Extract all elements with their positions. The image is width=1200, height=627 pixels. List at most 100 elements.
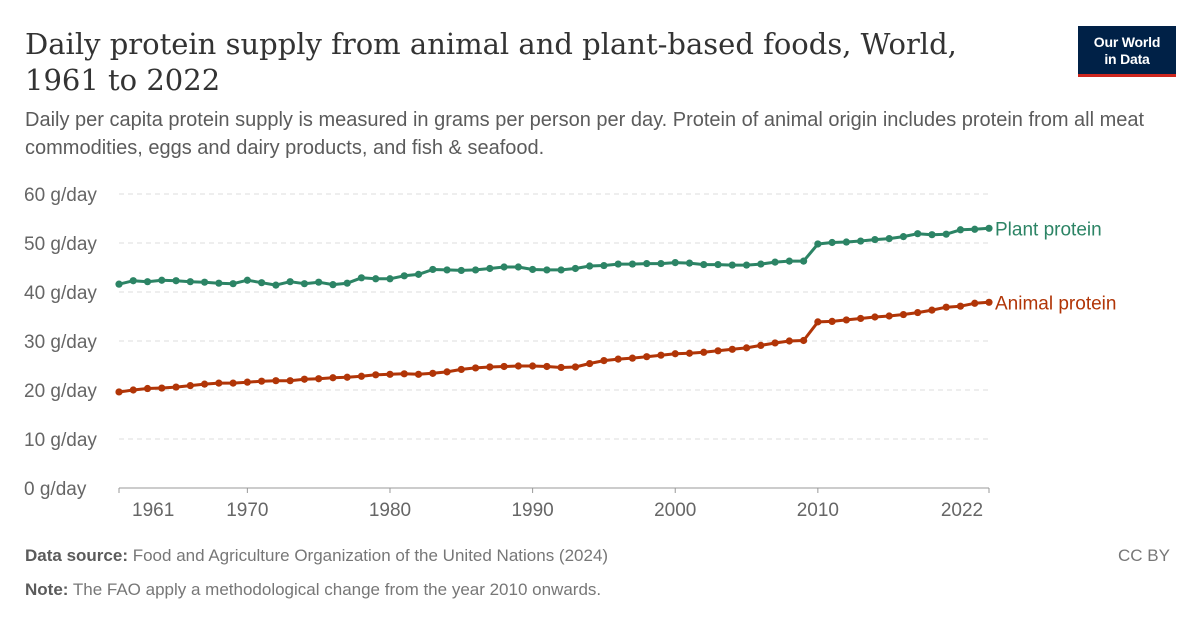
animal-protein-point [315,375,323,383]
plant-protein-point [243,276,251,284]
axes: 0 g/day 10 g/day 20 g/day 30 g/day 40 g/day 5… [24,185,990,521]
animal-protein-point [115,388,123,396]
owid-logo[interactable]: Our World in Data [1078,26,1176,77]
x-tick-label: 2000 [654,500,696,521]
animal-protein-point [158,384,166,392]
plant-protein-point [200,278,209,286]
animal-protein-point [443,368,451,376]
chart-title: Daily protein supply from animal and pla… [25,27,957,97]
plant-protein-point [785,257,793,265]
data-source: Data source: Food and Agriculture Organi… [25,546,608,566]
chart-note: Note: The FAO apply a methodological cha… [25,580,601,600]
plant-protein-label: Plant protein [995,219,1102,240]
data-source-text[interactable]: Food and Agriculture Organization of the… [132,546,609,565]
animal-protein-point [386,370,394,378]
animal-protein-point [942,303,950,311]
plant-protein-point [757,260,765,268]
plant-protein-point [742,261,751,269]
animal-protein-point [243,378,251,386]
animal-protein-point [771,339,779,347]
plant-protein-point [899,233,908,241]
x-tick-label: 1980 [369,500,411,521]
animal-protein-point [914,308,922,317]
plant-protein-point [857,237,865,245]
animal-protein-point [600,357,608,365]
y-tick-label: 10 g/day [24,430,97,451]
plant-protein-point [372,275,380,283]
animal-protein-point [571,363,579,371]
animal-protein-point [529,362,537,370]
animal-protein-point [714,347,722,355]
animal-protein-point [400,370,408,378]
license-link[interactable]: CC BY [1118,546,1170,565]
animal-protein-point [928,306,936,314]
animal-protein-point [828,317,836,325]
plant-protein-point [514,263,522,271]
y-tick-label: 50 g/day [24,234,97,255]
animal-protein-point [785,337,793,345]
x-tick-label: 1990 [511,500,553,521]
animal-protein-point [700,348,708,356]
plant-protein-point [186,278,194,286]
y-tick-label: 0 g/day [24,479,87,500]
animal-protein-point [471,364,480,372]
plant-protein-point [714,260,722,269]
note-label: Note: [25,580,69,599]
plant-protein-point [329,281,337,289]
plant-protein-point [143,278,152,286]
plant-protein-point [600,261,608,270]
plant-protein-point [814,240,822,248]
animal-protein-point [643,353,651,361]
y-tick-label: 30 g/day [24,332,97,353]
plant-protein-point [614,260,622,268]
animal-protein-point [557,363,565,372]
plant-protein-point [799,257,808,265]
plant-protein-point [500,263,508,271]
animal-protein-point [300,375,309,383]
animal-protein-point [814,318,822,326]
animal-protein-point [143,384,152,393]
x-tick-label: 1970 [226,500,268,521]
plant-protein-point [928,231,936,239]
animal-protein-point [457,365,465,374]
animal-protein-point [329,374,337,382]
animal-protein-point [885,312,893,320]
animal-protein-point [956,302,965,310]
animal-protein-point [728,345,736,353]
animal-protein-point [614,355,622,363]
plant-protein-point [115,280,123,288]
animal-protein-point [971,299,979,307]
animal-protein-point [628,354,637,362]
x-tick-label: 2022 [941,500,983,521]
plant-protein-point [300,280,309,288]
plant-protein-point [429,265,437,274]
note-text: The FAO apply a methodological change fr… [72,580,602,599]
plant-protein-point [457,266,465,275]
animal-protein-point [258,377,266,385]
animal-protein-point [757,341,765,350]
plant-protein-point [942,230,950,238]
animal-protein-label: Animal protein [995,293,1116,314]
plant-protein-point [258,279,266,287]
animal-protein-point [372,371,380,379]
animal-protein-point [543,362,551,371]
chart-subtitle: Daily per capita protein supply is measu… [25,109,1145,159]
plant-protein-point [914,230,922,238]
series-lines [115,224,993,396]
plant-protein-point [158,276,166,284]
logo-line-1: Our World [1093,34,1161,50]
plant-protein-point [842,238,850,246]
y-tick-label: 20 g/day [24,381,97,402]
plant-protein-point [129,277,137,285]
x-tick-label: 2010 [797,500,839,521]
animal-protein-point [272,377,280,385]
animal-protein-point [186,381,194,390]
plant-protein-point [386,275,394,283]
plant-protein-point [871,235,879,244]
plant-protein-point [400,272,408,280]
animal-protein-point [514,362,522,370]
plant-protein-point [971,225,979,233]
animal-protein-point [842,316,850,324]
plant-protein-point [414,270,423,278]
